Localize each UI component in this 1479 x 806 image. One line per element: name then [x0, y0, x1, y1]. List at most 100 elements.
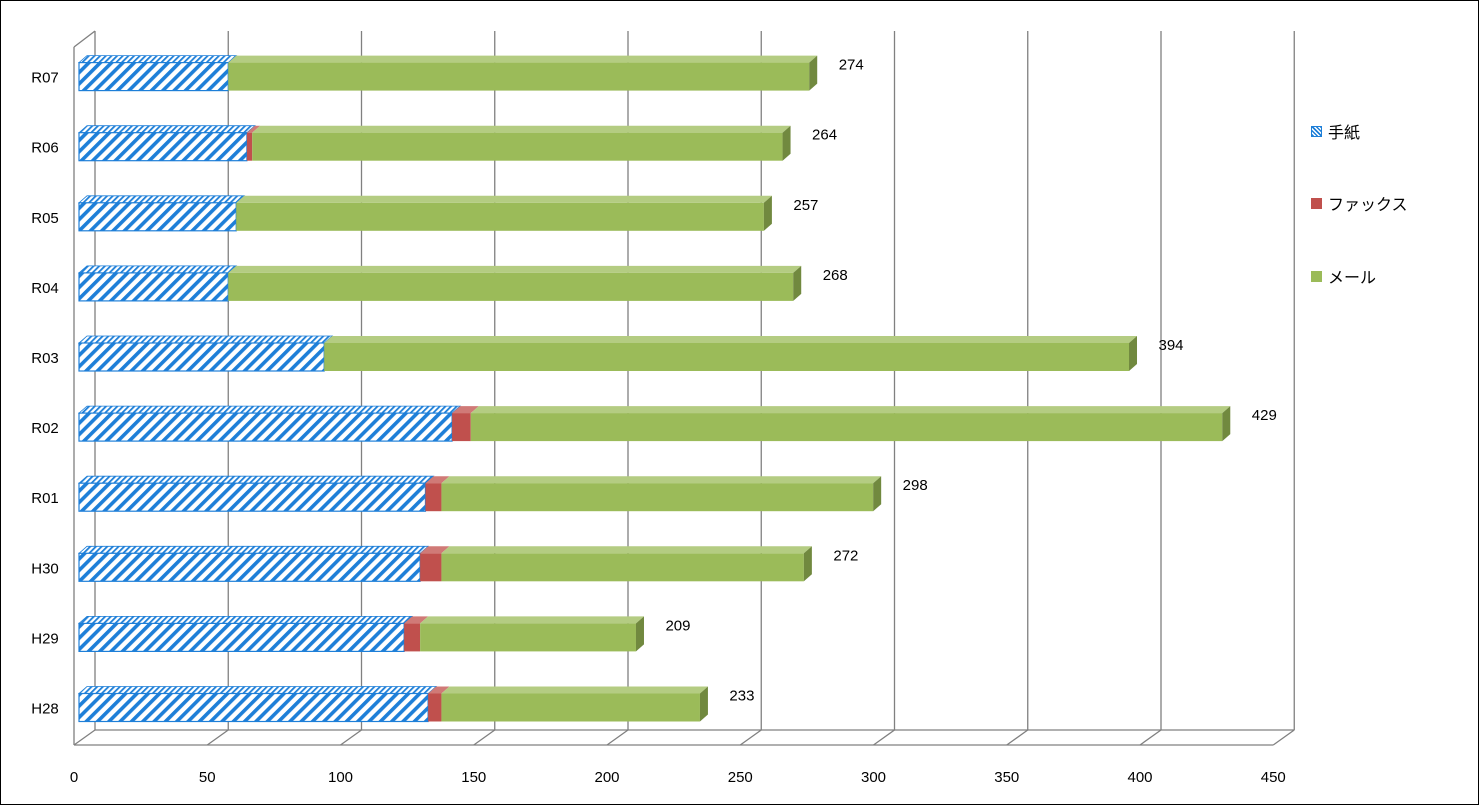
bar-top-fax-R01 [425, 476, 450, 484]
bar-letter-H28 [78, 692, 429, 723]
bar-top-email-H29 [420, 616, 644, 624]
y-tick-label-R05: R05 [31, 210, 59, 227]
bar-side-R02 [1222, 406, 1231, 442]
legend-label-letter: 手紙 [1328, 123, 1361, 142]
y-tick-label-H30: H30 [31, 560, 59, 577]
floor-tick-350 [1006, 729, 1029, 746]
bar-email-R04 [228, 272, 794, 301]
bar-top-letter-R03 [77, 335, 334, 344]
bar-side-R05 [763, 195, 772, 231]
bar-top-email-R04 [228, 265, 802, 273]
total-label-H30: 272 [833, 547, 858, 564]
y-tick-label-R01: R01 [31, 490, 59, 507]
bar-top-email-H28 [441, 686, 708, 694]
total-label-R06: 264 [812, 127, 837, 144]
bar-side-R07 [809, 55, 818, 91]
bar-email-R06 [252, 132, 783, 161]
x-tick-label-400: 400 [1127, 769, 1152, 786]
bar-email-R07 [228, 62, 810, 91]
floor-tick-450 [1272, 729, 1295, 746]
bar-letter-R02 [78, 412, 453, 442]
x-tick-label-350: 350 [994, 769, 1019, 786]
total-label-R04: 268 [823, 267, 848, 284]
bar-email-R02 [470, 413, 1223, 442]
bars [77, 55, 1231, 723]
bar-top-fax-H30 [420, 546, 450, 554]
bar-side-R01 [873, 476, 882, 512]
bar-fax-H29 [404, 623, 421, 652]
bar-top-email-R05 [236, 195, 772, 203]
x-tick-label-0: 0 [70, 769, 78, 786]
bar-letter-R06 [78, 132, 248, 162]
bar-top-letter-R04 [77, 265, 238, 274]
total-label-R01: 298 [903, 477, 928, 494]
x-tick-label-50: 50 [199, 769, 216, 786]
y-tick-label-H29: H29 [31, 630, 59, 647]
total-label-R07: 274 [839, 57, 864, 74]
bar-letter-R04 [78, 272, 229, 302]
bar-side-R03 [1129, 336, 1138, 371]
total-label-H28: 233 [729, 688, 754, 705]
bar-side-H30 [803, 546, 812, 582]
total-label-R02: 429 [1252, 407, 1277, 424]
legend-item-fax: ファックス [1311, 191, 1408, 215]
y-tick-label-R02: R02 [31, 420, 59, 437]
floor-tick-250 [739, 729, 762, 746]
bar-top-letter-H30 [77, 545, 430, 554]
bar-fax-R01 [425, 483, 442, 512]
x-tick-label-250: 250 [728, 769, 753, 786]
bar-fax-H28 [428, 693, 442, 722]
bar-top-email-H30 [441, 546, 812, 554]
total-label-R03: 394 [1158, 337, 1183, 354]
total-label-H29: 209 [665, 617, 690, 634]
legend-item-email: メール [1311, 264, 1376, 288]
bar-top-email-R06 [252, 125, 791, 133]
bar-email-R03 [324, 343, 1130, 371]
bar-top-letter-R01 [77, 475, 435, 484]
x-tick-label-100: 100 [328, 769, 353, 786]
bar-email-H29 [420, 623, 636, 652]
bar-email-R05 [236, 202, 764, 231]
bar-top-letter-R06 [77, 125, 256, 134]
x-tick-label-200: 200 [594, 769, 619, 786]
floor-tick-100 [340, 729, 362, 746]
floor-tick-0 [73, 729, 96, 746]
bar-top-letter-R07 [77, 55, 238, 63]
floor-tick-300 [873, 729, 895, 746]
labels: 0 50 100 150 200 250 300 350 400 450 H28 233 H29 209 H… [31, 57, 1286, 786]
bar-letter-R01 [78, 482, 427, 512]
y-tick-label-R03: R03 [31, 350, 59, 367]
bar-top-email-R03 [324, 336, 1138, 343]
bar-letter-H29 [78, 622, 405, 653]
legend-swatch-fax [1311, 197, 1322, 209]
bar-top-email-R01 [441, 476, 882, 484]
bar-top-fax-H28 [428, 686, 450, 694]
bar-letter-R07 [78, 61, 229, 92]
bar-fax-R02 [452, 413, 471, 442]
bar-side-R04 [793, 265, 802, 301]
y-tick-label-R06: R06 [31, 140, 59, 157]
legend-label-email: メール [1328, 268, 1377, 287]
bar-side-H29 [635, 616, 644, 652]
floor-tick-200 [606, 729, 629, 746]
y-tick-label-R04: R04 [31, 280, 59, 297]
floor-tick-50 [206, 729, 229, 746]
bar-email-H28 [441, 693, 700, 722]
bar-top-email-R02 [470, 406, 1231, 414]
bar-fax-H30 [420, 553, 442, 582]
legend-item-letter: 手紙 [1311, 119, 1360, 143]
bar-email-H30 [441, 553, 804, 582]
y-tick-label-R07: R07 [31, 70, 59, 87]
bar-top-fax-R02 [452, 406, 479, 414]
bar-top-letter-R05 [77, 195, 246, 204]
legend-swatch-email [1311, 270, 1322, 282]
bar-top-letter-R02 [77, 405, 462, 414]
legend-swatch-letter [1311, 125, 1322, 137]
bar-side-H28 [699, 686, 708, 722]
total-label-R05: 257 [793, 197, 818, 214]
bar-fax-R06 [246, 132, 253, 161]
bar-top-letter-H29 [77, 616, 414, 624]
bar-top-email-R07 [228, 55, 818, 63]
